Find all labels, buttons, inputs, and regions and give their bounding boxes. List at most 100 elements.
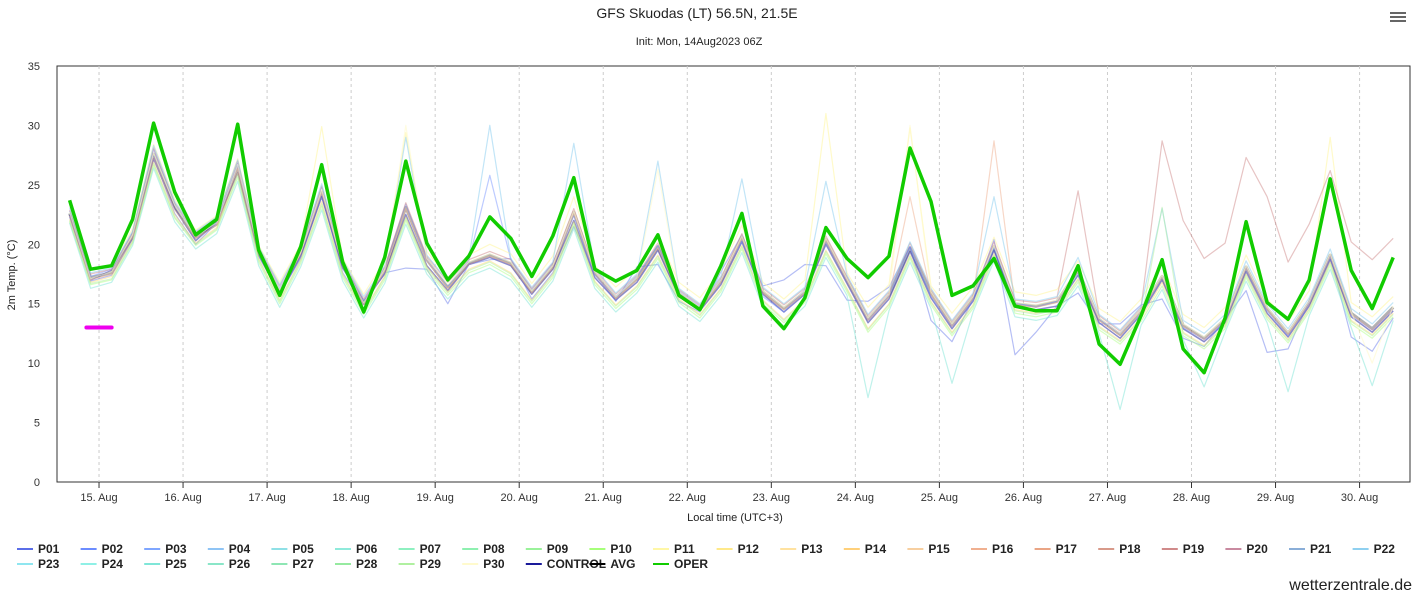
- x-tick-label: 17. Aug: [248, 492, 285, 504]
- legend-item-p11[interactable]: P11: [653, 542, 695, 556]
- legend-item-p29[interactable]: P29: [398, 557, 442, 571]
- x-tick-label: 21. Aug: [585, 492, 622, 504]
- series-line-p01: [69, 155, 1394, 356]
- legend-label: P28: [356, 557, 378, 571]
- legend-item-control[interactable]: CONTROL: [525, 557, 606, 571]
- legend-label: P23: [38, 557, 60, 571]
- legend-label: P25: [165, 557, 187, 571]
- series-line-p02: [69, 148, 1394, 340]
- legend-item-avg[interactable]: AVG: [589, 557, 636, 571]
- y-tick-label: 20: [28, 239, 40, 251]
- legend-item-p16[interactable]: P16: [971, 542, 1014, 556]
- menu-bar: [1390, 20, 1406, 22]
- legend-label: AVG: [610, 557, 635, 571]
- legend: P01 P02 P03 P04 P05 P06 P07 P08 P09 P10 P11 P12 P13 P…: [17, 542, 1395, 571]
- y-axis-title: 2m Temp. (°C): [6, 240, 18, 311]
- menu-bar: [1390, 16, 1406, 18]
- legend-label: P14: [865, 542, 887, 556]
- legend-label: P07: [420, 542, 442, 556]
- y-tick-label: 10: [28, 358, 40, 370]
- x-tick-label: 25. Aug: [921, 492, 958, 504]
- source-credit: wetterzentrale.de: [1288, 577, 1412, 594]
- legend-item-p08[interactable]: P08: [462, 542, 505, 556]
- legend-item-p06[interactable]: P06: [335, 542, 378, 556]
- legend-label: P08: [483, 542, 505, 556]
- legend-label: P21: [1310, 542, 1332, 556]
- hamburger-menu-icon[interactable]: [1390, 10, 1406, 26]
- series-line-oper: [67, 121, 1395, 375]
- legend-label: P15: [928, 542, 950, 556]
- x-tick-label: 28. Aug: [1173, 492, 1210, 504]
- legend-item-p03[interactable]: P03: [144, 542, 187, 556]
- y-tick-label: 0: [34, 477, 40, 489]
- legend-item-p25[interactable]: P25: [144, 557, 187, 571]
- legend-label: P06: [356, 542, 378, 556]
- series-line-avg: [68, 152, 1395, 340]
- x-tick-label: 27. Aug: [1089, 492, 1126, 504]
- chart-subtitle: Init: Mon, 14Aug2023 06Z: [636, 36, 763, 48]
- series-line-control: [68, 157, 1394, 343]
- legend-label: P16: [992, 542, 1014, 556]
- legend-label: P09: [547, 542, 569, 556]
- legend-label: P10: [610, 542, 632, 556]
- series-line-p11: [69, 112, 1394, 329]
- legend-item-p04[interactable]: P04: [207, 542, 251, 556]
- legend-item-p12[interactable]: P12: [716, 542, 760, 556]
- legend-label: P29: [420, 557, 442, 571]
- legend-label: P24: [102, 557, 124, 571]
- legend-item-p17[interactable]: P17: [1034, 542, 1078, 556]
- legend-item-p20[interactable]: P20: [1225, 542, 1268, 556]
- chart-title: GFS Skuodas (LT) 56.5N, 21.5E: [596, 5, 797, 21]
- legend-item-p23[interactable]: P23: [17, 557, 60, 571]
- legend-label: P19: [1183, 542, 1205, 556]
- legend-item-p30[interactable]: P30: [462, 557, 505, 571]
- legend-label: CONTROL: [547, 557, 606, 571]
- x-tick-label: 22. Aug: [669, 492, 706, 504]
- legend-item-p22[interactable]: P22: [1352, 542, 1396, 556]
- y-tick-label: 5: [34, 418, 40, 430]
- legend-item-p05[interactable]: P05: [271, 542, 314, 556]
- legend-label: P13: [801, 542, 823, 556]
- legend-item-p21[interactable]: P21: [1289, 542, 1332, 556]
- legend-label: P04: [229, 542, 251, 556]
- legend-item-p10[interactable]: P10: [589, 542, 632, 556]
- x-tick-label: 23. Aug: [753, 492, 790, 504]
- legend-item-p24[interactable]: P24: [80, 557, 124, 571]
- x-tick-label: 30. Aug: [1341, 492, 1378, 504]
- x-tick-label: 24. Aug: [837, 492, 874, 504]
- x-tick-label: 26. Aug: [1005, 492, 1042, 504]
- legend-item-p09[interactable]: P09: [525, 542, 569, 556]
- legend-label: P01: [38, 542, 60, 556]
- legend-item-p19[interactable]: P19: [1161, 542, 1205, 556]
- legend-item-p02[interactable]: P02: [80, 542, 124, 556]
- menu-bar: [1390, 12, 1406, 14]
- legend-label: P02: [102, 542, 124, 556]
- legend-label: P26: [229, 557, 251, 571]
- legend-label: P22: [1374, 542, 1396, 556]
- x-tick-label: 16. Aug: [164, 492, 201, 504]
- plot-frame: [56, 65, 1411, 483]
- legend-label: P20: [1246, 542, 1268, 556]
- x-tick-label: 18. Aug: [332, 492, 369, 504]
- legend-label: P30: [483, 557, 505, 571]
- x-tick-label: 29. Aug: [1257, 492, 1294, 504]
- legend-item-p27[interactable]: P27: [271, 557, 314, 571]
- y-tick-label: 30: [28, 120, 40, 132]
- legend-item-p18[interactable]: P18: [1098, 542, 1141, 556]
- y-tick-label: 25: [28, 180, 40, 192]
- legend-label: P27: [292, 557, 314, 571]
- legend-item-p13[interactable]: P13: [780, 542, 823, 556]
- legend-item-p01[interactable]: P01: [17, 542, 60, 556]
- x-tick-label: 20. Aug: [501, 492, 538, 504]
- x-axis-title: Local time (UTC+3): [687, 512, 783, 524]
- legend-label: P17: [1056, 542, 1078, 556]
- legend-item-p07[interactable]: P07: [398, 542, 442, 556]
- legend-label: P12: [738, 542, 760, 556]
- legend-item-p26[interactable]: P26: [207, 557, 251, 571]
- legend-label: P03: [165, 542, 187, 556]
- legend-item-p28[interactable]: P28: [335, 557, 378, 571]
- legend-item-p14[interactable]: P14: [843, 542, 887, 556]
- legend-item-oper[interactable]: OPER: [653, 557, 708, 571]
- legend-item-p15[interactable]: P15: [907, 542, 950, 556]
